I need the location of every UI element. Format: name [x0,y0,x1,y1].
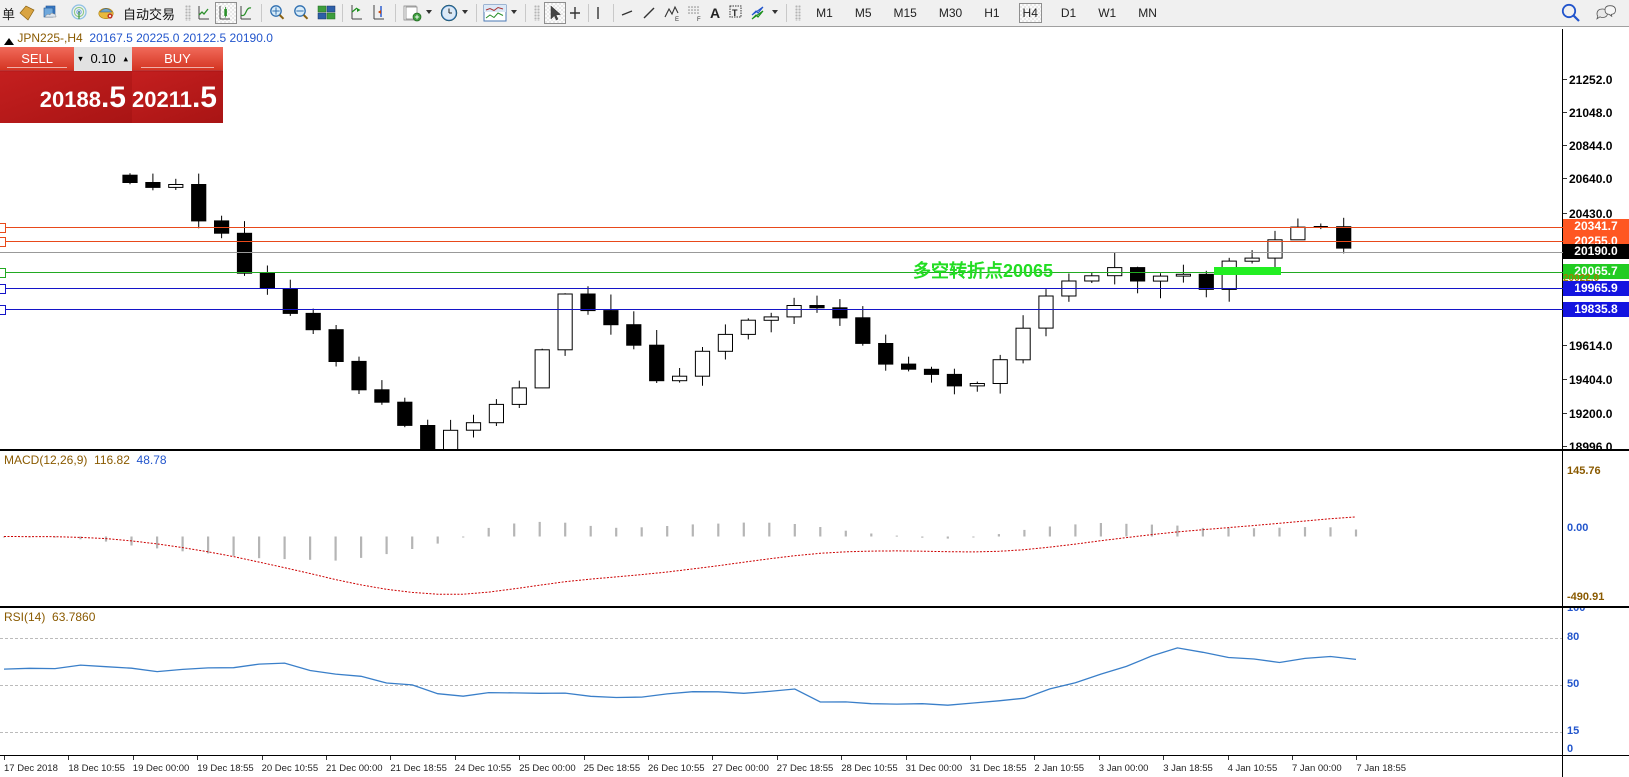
svg-text:E: E [675,17,679,22]
svg-text:F: F [697,17,701,22]
svg-text:T: T [732,8,738,18]
